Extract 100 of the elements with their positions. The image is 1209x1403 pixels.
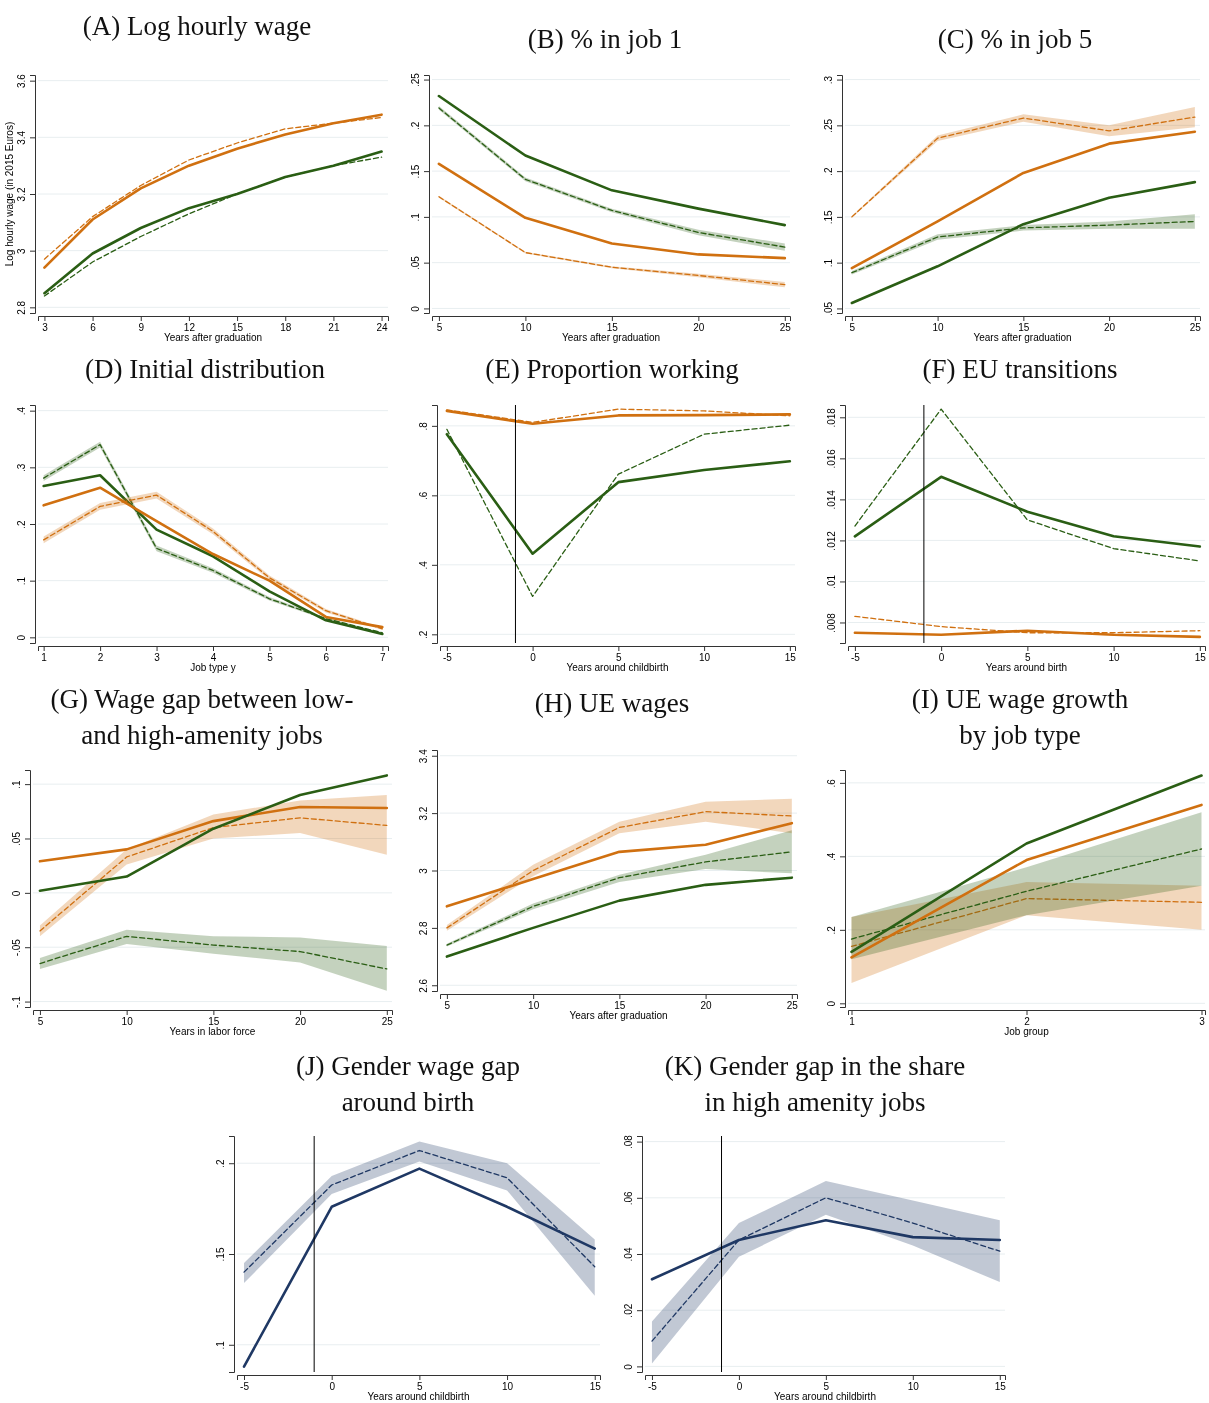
- line-series: [850, 130, 1197, 270]
- x-tick-label: 3: [1199, 1016, 1206, 1028]
- x-tick-label: 9: [138, 322, 145, 334]
- y-tick-label: .2: [826, 925, 837, 935]
- y-tick-label: .3: [16, 463, 27, 473]
- x-tick-label: 21: [328, 322, 340, 334]
- x-tick-label: 5: [849, 322, 856, 334]
- x-tick-label: 10: [121, 1016, 134, 1028]
- y-tick-label: .2: [418, 630, 429, 639]
- y-tick-label: .6: [826, 778, 837, 788]
- x-tick-label: 12: [183, 322, 196, 334]
- y-tick-label: .05: [823, 301, 834, 316]
- y-tick-label: 2.6: [418, 978, 429, 993]
- x-tick-label: 3: [154, 652, 161, 664]
- line-series: [38, 805, 389, 863]
- y-tick-label: .1: [16, 576, 27, 586]
- x-tick-label: -5: [648, 1381, 658, 1393]
- y-tick-label: .1: [215, 1340, 226, 1350]
- x-tick-label: 25: [786, 1000, 799, 1012]
- y-tick-label: .05: [410, 255, 421, 271]
- y-tick-label: .2: [16, 519, 27, 529]
- x-tick-label: 15: [606, 322, 619, 334]
- y-tick-label: .012: [826, 530, 837, 551]
- line-series: [39, 935, 388, 970]
- x-tick-label: 5: [436, 322, 443, 334]
- x-tick-label: -5: [442, 652, 453, 664]
- x-tick-label: 10: [528, 1000, 540, 1012]
- y-tick-label: .3: [823, 75, 834, 85]
- x-tick-label: 10: [502, 1381, 514, 1393]
- y-tick-label: 3.4: [16, 130, 27, 145]
- x-tick-label: 25: [381, 1016, 394, 1028]
- x-tick-label: 1: [849, 1016, 856, 1028]
- x-axis-title: Years around childbirth: [367, 1391, 470, 1402]
- y-tick-label: .016: [826, 448, 837, 469]
- y-tick-label: .15: [410, 164, 421, 179]
- x-axis-title: Years after graduation: [163, 332, 263, 343]
- y-tick-label: 2.8: [418, 920, 429, 936]
- y-tick-label: .4: [826, 852, 837, 862]
- x-tick-label: 10: [1108, 652, 1121, 664]
- y-tick-label: .4: [418, 560, 429, 570]
- x-tick-label: 15: [208, 1016, 220, 1028]
- y-tick-label: .05: [11, 831, 22, 846]
- x-tick-label: 10: [520, 322, 532, 334]
- x-tick-label: 7: [380, 652, 387, 664]
- x-tick-label: 25: [1189, 322, 1202, 334]
- x-tick-label: 5: [267, 652, 274, 664]
- y-tick-label: .1: [823, 258, 834, 268]
- y-tick-label: .6: [418, 491, 429, 501]
- chart-title: (J) Gender wage gap around birth: [295, 1051, 521, 1117]
- y-tick-label: .4: [16, 406, 27, 416]
- x-tick-label: 0: [736, 1381, 743, 1393]
- x-tick-label: 25: [779, 322, 792, 334]
- y-tick-label: 2.8: [16, 300, 27, 315]
- y-tick-label: .25: [410, 72, 421, 88]
- line-series: [446, 851, 793, 946]
- y-tick-label: 3.4: [418, 748, 429, 764]
- y-tick-label: .2: [215, 1159, 226, 1168]
- x-tick-label: 10: [907, 1381, 920, 1393]
- y-tick-label: 0: [410, 305, 421, 312]
- line-series: [446, 424, 791, 598]
- y-tick-label: 3.6: [16, 73, 27, 89]
- y-tick-label: .1: [11, 780, 22, 789]
- x-tick-label: 5: [1025, 652, 1032, 664]
- x-tick-label: 15: [1194, 652, 1207, 664]
- x-tick-label: 5: [823, 1381, 830, 1393]
- x-axis-title: Years after graduation: [561, 332, 661, 343]
- line-series: [850, 180, 1197, 305]
- y-tick-label: .25: [823, 118, 834, 133]
- x-tick-label: 0: [530, 652, 537, 664]
- y-tick-label: .01: [826, 574, 837, 589]
- x-tick-label: 1: [41, 652, 48, 664]
- chart-title: (I) UE wage growth by job type: [911, 684, 1129, 750]
- y-tick-label: -.1: [11, 995, 22, 1008]
- x-tick-label: 4: [210, 652, 217, 664]
- x-tick-label: 10: [932, 322, 945, 334]
- x-tick-label: 24: [376, 322, 389, 334]
- chart-title: (G) Wage gap between low- and high-amenity jobs: [50, 684, 354, 750]
- x-tick-label: 6: [90, 322, 97, 334]
- x-axis-title: Years around birth: [985, 662, 1068, 673]
- x-tick-label: 20: [295, 1016, 307, 1028]
- x-tick-label: 6: [323, 652, 330, 664]
- chart-title: (F) EU transitions: [922, 354, 1118, 384]
- x-tick-label: 0: [938, 652, 945, 664]
- line-series: [437, 94, 787, 227]
- x-tick-label: 20: [1104, 322, 1116, 334]
- y-tick-label: .02: [623, 1303, 634, 1318]
- x-tick-label: 2: [1024, 1016, 1031, 1028]
- y-tick-label: .2: [823, 167, 834, 176]
- y-tick-label: .06: [623, 1190, 634, 1206]
- chart-title: (B) % in job 1: [527, 24, 683, 54]
- x-tick-label: 3: [42, 322, 49, 334]
- x-axis-title: Years around childbirth: [566, 662, 669, 673]
- y-tick-label: 3: [16, 247, 27, 254]
- y-tick-label: 3.2: [16, 187, 27, 202]
- x-tick-label: 2: [97, 652, 104, 664]
- y-tick-label: .014: [826, 489, 837, 510]
- y-tick-label: 0: [623, 1363, 634, 1370]
- x-axis-title: Years after graduation: [973, 332, 1072, 343]
- x-tick-label: -5: [850, 652, 861, 664]
- x-tick-label: 15: [589, 1381, 602, 1393]
